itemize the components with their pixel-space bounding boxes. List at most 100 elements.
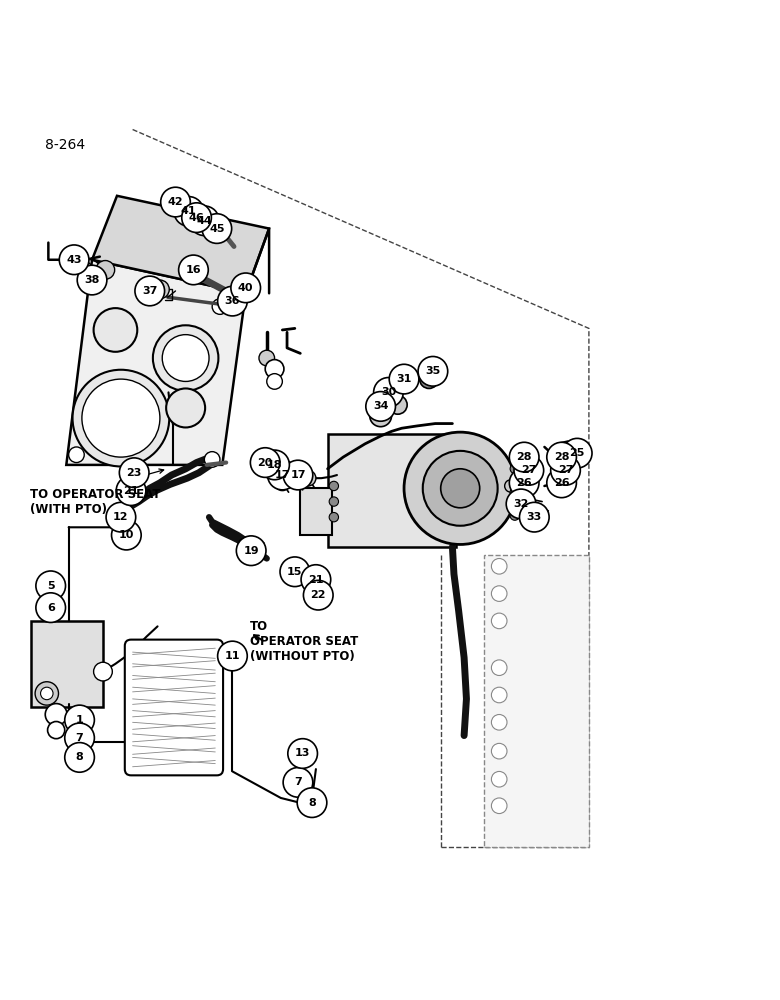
Circle shape — [506, 489, 536, 519]
Text: 25: 25 — [569, 448, 585, 458]
Circle shape — [418, 356, 448, 386]
Circle shape — [82, 379, 160, 457]
Text: 12: 12 — [113, 512, 129, 522]
Circle shape — [519, 502, 549, 532]
Text: 42: 42 — [168, 197, 183, 207]
Text: 46: 46 — [189, 213, 204, 223]
Circle shape — [45, 704, 67, 725]
Text: 26: 26 — [554, 478, 569, 488]
Circle shape — [289, 473, 304, 488]
Circle shape — [200, 213, 213, 225]
Text: 18: 18 — [267, 460, 282, 470]
FancyBboxPatch shape — [328, 434, 456, 547]
Text: 41: 41 — [181, 206, 197, 216]
Circle shape — [375, 410, 386, 421]
Circle shape — [153, 325, 218, 391]
Circle shape — [491, 558, 507, 574]
Text: 27: 27 — [558, 465, 573, 475]
Text: 10: 10 — [119, 530, 134, 540]
Text: 32: 32 — [513, 499, 529, 509]
FancyBboxPatch shape — [300, 488, 332, 535]
Text: 28: 28 — [516, 452, 532, 462]
Circle shape — [366, 392, 395, 421]
Circle shape — [35, 682, 58, 705]
Circle shape — [516, 500, 529, 512]
Circle shape — [151, 280, 169, 299]
Polygon shape — [92, 196, 269, 293]
Circle shape — [116, 476, 146, 505]
Circle shape — [267, 374, 282, 389]
Text: 7: 7 — [294, 777, 302, 787]
Circle shape — [329, 512, 339, 522]
Text: TO OPERATOR SEAT
(WITH PTO): TO OPERATOR SEAT (WITH PTO) — [30, 488, 160, 516]
Text: 22: 22 — [310, 590, 326, 600]
Circle shape — [65, 723, 94, 753]
Circle shape — [179, 205, 192, 218]
Circle shape — [275, 475, 290, 491]
Text: 44: 44 — [197, 216, 212, 226]
Circle shape — [404, 432, 516, 544]
Text: 38: 38 — [84, 275, 100, 285]
Circle shape — [59, 245, 89, 275]
Circle shape — [303, 580, 333, 610]
Circle shape — [505, 480, 517, 492]
Circle shape — [185, 215, 197, 227]
Circle shape — [547, 442, 576, 472]
Circle shape — [491, 771, 507, 787]
Circle shape — [96, 261, 115, 279]
Circle shape — [231, 273, 261, 303]
Circle shape — [514, 456, 544, 485]
Text: 8: 8 — [308, 798, 316, 808]
Circle shape — [491, 687, 507, 703]
Text: 19: 19 — [243, 546, 259, 556]
Circle shape — [329, 481, 339, 491]
Circle shape — [190, 208, 203, 221]
Circle shape — [106, 502, 136, 532]
Text: 20: 20 — [257, 458, 273, 468]
Circle shape — [374, 378, 403, 407]
Circle shape — [161, 187, 190, 217]
Circle shape — [491, 798, 507, 814]
Text: 16: 16 — [186, 265, 201, 275]
Circle shape — [420, 370, 438, 388]
Circle shape — [202, 214, 232, 243]
Circle shape — [510, 464, 519, 473]
Text: 28: 28 — [554, 452, 569, 462]
Circle shape — [182, 203, 211, 232]
Circle shape — [297, 788, 327, 817]
Circle shape — [283, 768, 313, 797]
Circle shape — [491, 660, 507, 676]
Circle shape — [250, 448, 280, 477]
Circle shape — [76, 261, 92, 277]
Circle shape — [179, 255, 208, 285]
Circle shape — [36, 593, 66, 622]
Circle shape — [65, 743, 94, 772]
Circle shape — [491, 714, 507, 730]
Text: 8: 8 — [76, 752, 83, 762]
Polygon shape — [66, 260, 246, 465]
Text: 6: 6 — [47, 603, 55, 613]
Circle shape — [388, 395, 407, 414]
Circle shape — [268, 460, 297, 490]
Circle shape — [300, 470, 316, 486]
Circle shape — [510, 490, 523, 502]
Circle shape — [48, 722, 65, 739]
Circle shape — [119, 458, 149, 488]
Circle shape — [329, 497, 339, 506]
Circle shape — [510, 488, 519, 497]
Text: TO
OPERATOR SEAT
(WITHOUT PTO): TO OPERATOR SEAT (WITHOUT PTO) — [250, 620, 358, 663]
Circle shape — [36, 571, 66, 601]
Text: 17: 17 — [275, 470, 290, 480]
FancyBboxPatch shape — [125, 640, 223, 775]
Text: 31: 31 — [396, 374, 412, 384]
Circle shape — [259, 350, 275, 366]
Circle shape — [288, 739, 317, 768]
Circle shape — [562, 438, 592, 468]
Text: 13: 13 — [295, 748, 310, 758]
Text: 7: 7 — [76, 733, 83, 743]
Circle shape — [166, 388, 205, 427]
Circle shape — [509, 442, 539, 472]
Text: 35: 35 — [425, 366, 441, 376]
Circle shape — [441, 469, 480, 508]
Text: 36: 36 — [225, 296, 240, 306]
